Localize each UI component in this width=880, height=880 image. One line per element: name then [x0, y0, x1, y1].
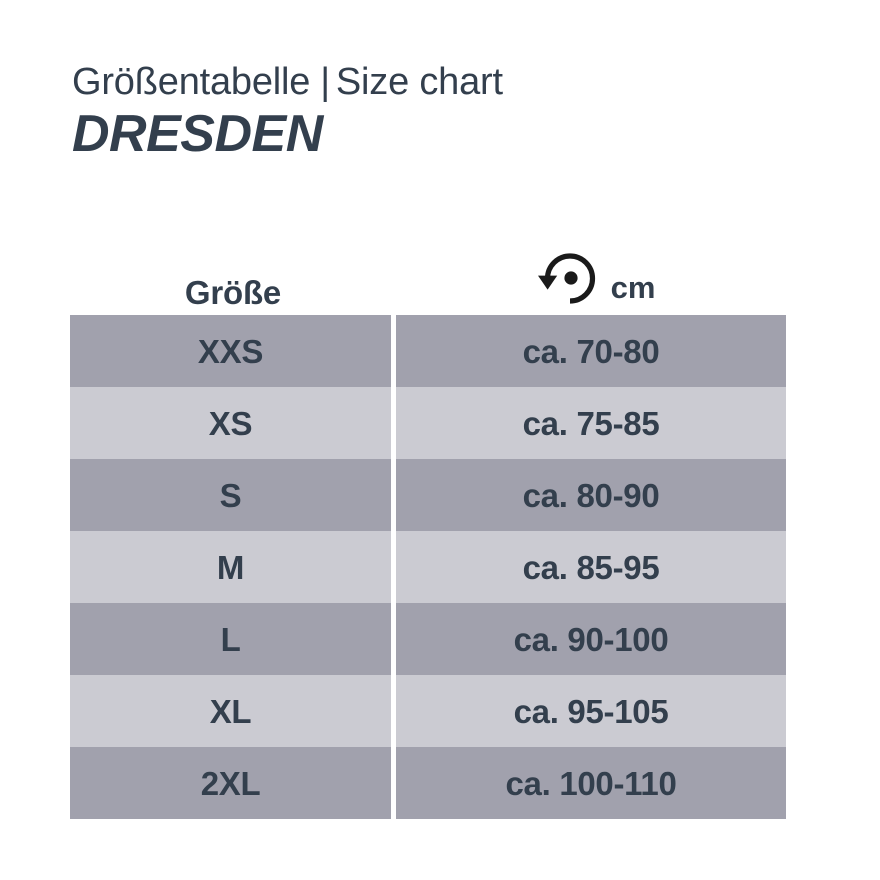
cell-size: 2XL: [70, 747, 396, 819]
cell-size-value: XS: [208, 404, 253, 442]
cell-size-value: 2XL: [200, 764, 261, 802]
cell-size: XL: [70, 675, 396, 747]
table-row: S ca. 80-90: [70, 459, 786, 531]
cell-size: S: [70, 459, 396, 531]
cell-size: XXS: [70, 315, 396, 387]
circumference-arrow-icon: [537, 253, 595, 304]
cell-size: L: [70, 603, 396, 675]
title-separator: |: [320, 61, 330, 103]
cell-size-value: S: [219, 476, 242, 514]
cell-size: M: [70, 531, 396, 603]
cell-measurement-value: ca. 75-85: [522, 404, 660, 442]
chart-title-en: Size chart: [335, 61, 503, 103]
cell-measurement: ca. 80-90: [396, 459, 786, 531]
cell-measurement: ca. 100-110: [396, 747, 786, 819]
cell-size-value: L: [220, 620, 241, 658]
table-row: XL ca. 95-105: [70, 675, 786, 747]
measurement-unit-label: cm: [610, 270, 656, 305]
measurement-header-group: cm: [527, 237, 656, 309]
cell-size-value: XXS: [197, 332, 264, 370]
chart-title: Größentabelle | Size chart: [72, 61, 812, 103]
table-header-size-label: Größe: [184, 274, 282, 311]
chart-title-de: Größentabelle: [72, 61, 311, 103]
table-row: XXS ca. 70-80: [70, 315, 786, 387]
cell-measurement-value: ca. 85-95: [522, 548, 660, 586]
table-row: 2XL ca. 100-110: [70, 747, 786, 819]
cell-measurement-value: ca. 70-80: [522, 332, 660, 370]
cell-size-value: XL: [209, 692, 252, 730]
table-row: L ca. 90-100: [70, 603, 786, 675]
title-block: Größentabelle | Size chart DRESDEN: [72, 61, 812, 164]
cell-measurement: ca. 75-85: [396, 387, 786, 459]
cell-measurement: ca. 70-80: [396, 315, 786, 387]
table-header-row: Größe cm: [70, 200, 786, 315]
product-name: DRESDEN: [72, 105, 323, 164]
table-header-size: Größe: [70, 200, 396, 315]
cell-measurement: ca. 95-105: [396, 675, 786, 747]
table-row: M ca. 85-95: [70, 531, 786, 603]
table-header-measurement: cm: [396, 200, 786, 315]
size-table: Größe cm XXS ca. 70-80 XS: [70, 200, 786, 819]
cell-measurement-value: ca. 90-100: [513, 620, 669, 658]
cell-size-value: M: [216, 548, 245, 586]
cell-measurement: ca. 90-100: [396, 603, 786, 675]
cell-measurement-value: ca. 100-110: [505, 764, 677, 802]
cell-size: XS: [70, 387, 396, 459]
table-row: XS ca. 75-85: [70, 387, 786, 459]
cell-measurement-value: ca. 95-105: [513, 692, 669, 730]
table-body: XXS ca. 70-80 XS ca. 75-85 S ca. 80-90 M…: [70, 315, 786, 819]
cell-measurement-value: ca. 80-90: [522, 476, 660, 514]
cell-measurement: ca. 85-95: [396, 531, 786, 603]
